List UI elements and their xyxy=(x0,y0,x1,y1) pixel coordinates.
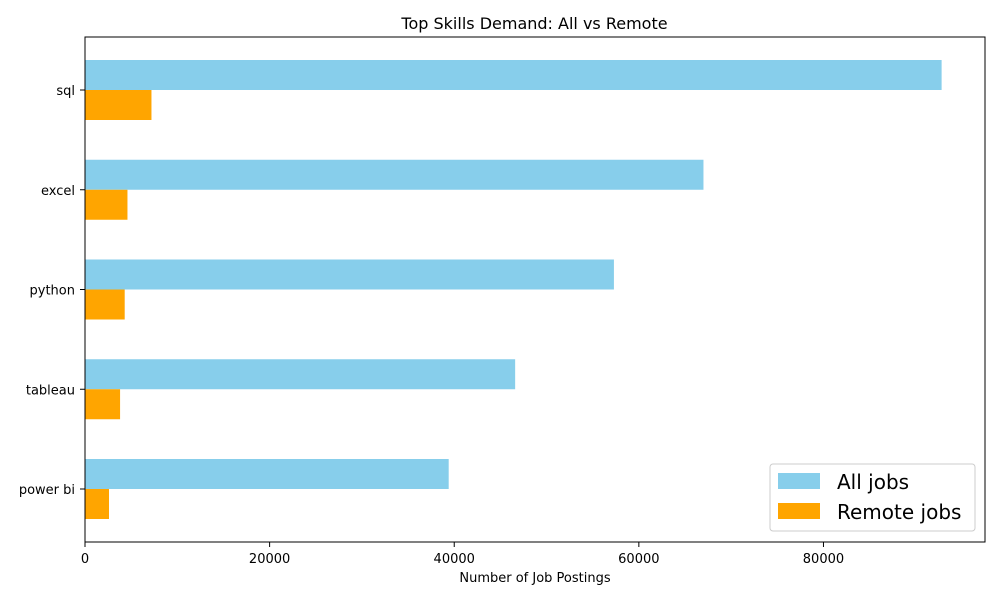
bar-all-jobs-sql xyxy=(85,60,942,90)
bar-remote-jobs-tableau xyxy=(85,389,121,420)
legend-swatch-remote-jobs xyxy=(778,503,820,519)
bar-all-jobs-python xyxy=(85,259,614,290)
bars-group xyxy=(85,60,942,519)
x-tick-label: 80000 xyxy=(803,552,844,567)
y-axis: sql excel python tableau power bi xyxy=(19,84,85,498)
bar-all-jobs-tableau xyxy=(85,359,516,390)
y-tick-label: sql xyxy=(56,84,75,99)
bar-remote-jobs-sql xyxy=(85,90,152,120)
x-tick-label: 20000 xyxy=(249,552,290,567)
legend: All jobs Remote jobs xyxy=(769,463,976,532)
x-axis-label: Number of Job Postings xyxy=(459,571,610,586)
y-tick-label: excel xyxy=(41,184,75,199)
x-tick-label: 0 xyxy=(81,552,89,567)
x-tick-label: 40000 xyxy=(434,552,475,567)
bar-all-jobs-power-bi xyxy=(85,459,449,489)
legend-box xyxy=(769,463,976,532)
x-tick-label: 60000 xyxy=(618,552,659,567)
bar-remote-jobs-python xyxy=(85,289,125,320)
x-axis: 0 20000 40000 60000 80000 xyxy=(81,542,844,567)
legend-label-all-jobs: All jobs xyxy=(837,470,909,494)
bar-remote-jobs-excel xyxy=(85,189,128,220)
y-tick-label: python xyxy=(30,284,75,299)
legend-label-remote-jobs: Remote jobs xyxy=(837,500,961,524)
y-tick-label: tableau xyxy=(26,383,75,398)
bar-all-jobs-excel xyxy=(85,159,704,190)
chart-title: Top Skills Demand: All vs Remote xyxy=(400,14,667,33)
bar-remote-jobs-power-bi xyxy=(85,489,109,519)
y-tick-label: power bi xyxy=(19,483,75,498)
legend-swatch-all-jobs xyxy=(778,473,820,489)
